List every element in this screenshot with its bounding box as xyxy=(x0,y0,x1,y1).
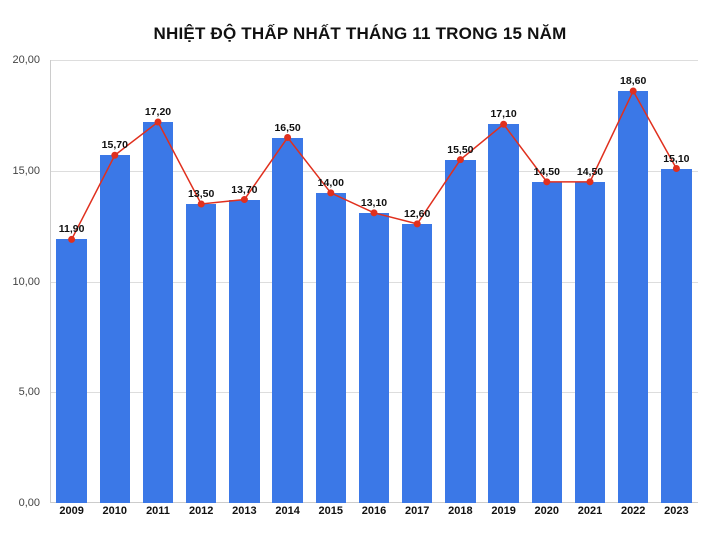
value-label: 14,50 xyxy=(577,166,603,178)
bar xyxy=(56,239,86,503)
y-tick-label: 5,00 xyxy=(0,386,40,398)
x-tick-label: 2011 xyxy=(146,505,170,517)
y-tick-label: 0,00 xyxy=(0,497,40,509)
value-label: 12,60 xyxy=(404,208,430,220)
bar xyxy=(488,124,518,503)
chart-title: NHIỆT ĐỘ THẤP NHẤT THÁNG 11 TRONG 15 NĂM xyxy=(14,24,706,44)
y-axis-labels: 0,005,0010,0015,0020,00 xyxy=(0,60,46,503)
x-axis-labels: 2009 2010 2011 2012 2013 2014 2015 2016 2017 2018… xyxy=(50,505,698,525)
bar xyxy=(402,224,432,503)
bar xyxy=(532,182,562,503)
bar xyxy=(575,182,605,503)
y-tick-label: 20,00 xyxy=(0,54,40,66)
x-tick-label: 2013 xyxy=(232,505,256,517)
bar xyxy=(186,204,216,503)
value-label: 18,60 xyxy=(620,75,646,87)
value-label: 14,50 xyxy=(534,166,560,178)
x-tick-label: 2018 xyxy=(448,505,472,517)
value-label: 17,10 xyxy=(490,108,516,120)
value-label: 17,20 xyxy=(145,106,171,118)
x-tick-label: 2014 xyxy=(275,505,299,517)
value-label: 13,50 xyxy=(188,188,214,200)
bar xyxy=(445,160,475,503)
x-tick-label: 2022 xyxy=(621,505,645,517)
value-label: 15,50 xyxy=(447,144,473,156)
bar xyxy=(272,138,302,503)
y-tick-label: 15,00 xyxy=(0,165,40,177)
bar xyxy=(229,200,259,503)
y-tick-label: 10,00 xyxy=(0,276,40,288)
plot-area: 11,90 15,70 17,20 13,50 13,70 16,50 14,00 13,10… xyxy=(50,60,698,503)
bar xyxy=(359,213,389,503)
x-tick-label: 2010 xyxy=(103,505,127,517)
x-tick-label: 2015 xyxy=(319,505,343,517)
value-label: 15,70 xyxy=(102,139,128,151)
chart-container: NHIỆT ĐỘ THẤP NHẤT THÁNG 11 TRONG 15 NĂM… xyxy=(0,0,720,537)
bar xyxy=(100,155,130,503)
value-label: 16,50 xyxy=(274,122,300,134)
value-label: 13,10 xyxy=(361,197,387,209)
x-tick-label: 2017 xyxy=(405,505,429,517)
value-label: 13,70 xyxy=(231,184,257,196)
x-tick-label: 2016 xyxy=(362,505,386,517)
value-label: 14,00 xyxy=(318,177,344,189)
bar xyxy=(143,122,173,503)
x-tick-label: 2009 xyxy=(59,505,83,517)
value-label: 15,10 xyxy=(663,153,689,165)
x-tick-label: 2012 xyxy=(189,505,213,517)
value-label: 11,90 xyxy=(59,223,85,235)
x-tick-label: 2023 xyxy=(664,505,688,517)
x-tick-label: 2020 xyxy=(535,505,559,517)
bars-layer xyxy=(50,60,698,503)
x-tick-label: 2021 xyxy=(578,505,602,517)
bar xyxy=(316,193,346,503)
bar xyxy=(661,169,691,503)
x-tick-label: 2019 xyxy=(491,505,515,517)
bar xyxy=(618,91,648,503)
